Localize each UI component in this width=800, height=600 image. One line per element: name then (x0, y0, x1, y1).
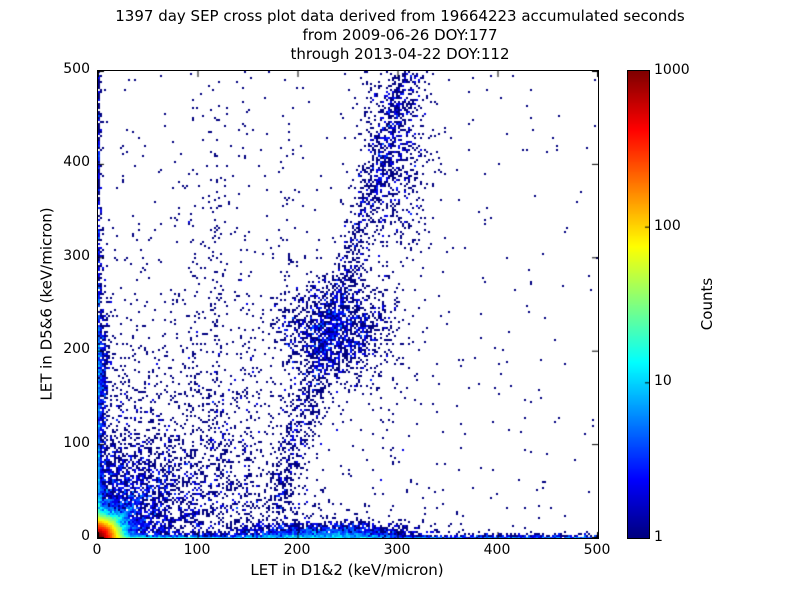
x-tick-label-0: 0 (92, 542, 102, 558)
y-tick-label-500: 500 (63, 61, 90, 77)
x-axis-label: LET in D1&2 (keV/micron) (250, 561, 444, 579)
colorbar-tick-label-10: 10 (654, 373, 672, 390)
y-axis-label: LET in D5&6 (keV/micron) (37, 207, 56, 401)
heatmap-canvas (98, 71, 598, 538)
x-tick-label-200: 200 (283, 542, 311, 558)
colorbar (627, 70, 650, 539)
colorbar-tick-label-1000: 1000 (654, 62, 690, 78)
y-tick-label-0: 0 (81, 528, 90, 544)
x-tick-label-400: 400 (483, 542, 511, 558)
colorbar-tick-label-100: 100 (654, 217, 681, 234)
y-tick-label-400: 400 (63, 154, 90, 171)
y-tick-label-300: 300 (63, 247, 90, 264)
plot-area (97, 70, 599, 539)
x-tick-label-100: 100 (183, 542, 211, 558)
x-tick-label-500: 500 (583, 542, 611, 558)
colorbar-label: Counts (698, 277, 716, 331)
chart-title-line1: 1397 day SEP cross plot data derived fro… (115, 7, 685, 25)
x-tick-label-300: 300 (383, 542, 411, 558)
y-tick-label-200: 200 (63, 341, 90, 358)
colorbar-tick-label-1: 1 (654, 529, 663, 545)
chart-title: 1397 day SEP cross plot data derived fro… (0, 7, 800, 64)
chart-title-line2: from 2009-06-26 DOY:177 (302, 26, 498, 44)
colorbar-canvas (628, 71, 649, 538)
y-tick-label-100: 100 (63, 434, 90, 451)
chart-title-line3: through 2013-04-22 DOY:112 (290, 45, 510, 63)
